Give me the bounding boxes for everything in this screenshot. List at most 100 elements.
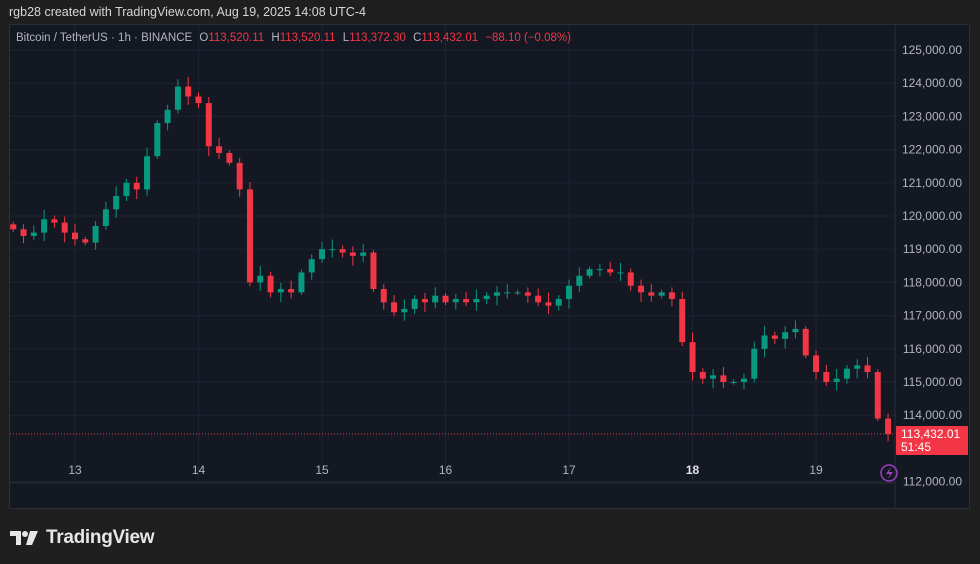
candle-body bbox=[586, 269, 593, 276]
price-tick-label: 119,000.00 bbox=[903, 242, 962, 256]
candle-body bbox=[617, 272, 624, 274]
candle-body bbox=[730, 382, 737, 383]
candle-body bbox=[370, 252, 377, 290]
candle-body bbox=[555, 299, 562, 306]
candle-body bbox=[123, 182, 130, 197]
time-tick-label: 13 bbox=[68, 463, 82, 477]
candle-body bbox=[668, 292, 675, 299]
candle-body bbox=[174, 86, 181, 110]
tradingview-logo-icon bbox=[10, 531, 38, 545]
candle-body bbox=[463, 299, 470, 303]
candle-body bbox=[421, 299, 428, 303]
candle-body bbox=[545, 302, 552, 306]
price-tick-label: 124,000.00 bbox=[902, 76, 962, 90]
candle-body bbox=[277, 289, 284, 293]
candle-body bbox=[257, 275, 264, 283]
price-tick-label: 115,000.00 bbox=[903, 375, 962, 389]
time-tick-label: 15 bbox=[315, 463, 329, 477]
candle-body bbox=[648, 292, 655, 296]
time-tick-label: 16 bbox=[439, 463, 453, 477]
candle-body bbox=[885, 418, 892, 435]
symbol-legend: Bitcoin / TetherUS · 1h · BINANCE O113,5… bbox=[16, 32, 571, 44]
chart-panel[interactable] bbox=[9, 24, 970, 509]
candle-body bbox=[30, 232, 37, 236]
price-tick-label: 123,000.00 bbox=[902, 109, 962, 123]
candle-body bbox=[576, 275, 583, 286]
candle-body bbox=[10, 224, 17, 230]
time-tick-label: 14 bbox=[192, 463, 206, 477]
tradingview-logo: TradingView bbox=[10, 527, 155, 549]
candle-body bbox=[154, 123, 161, 157]
candle-body bbox=[679, 299, 686, 343]
candle-body bbox=[144, 156, 151, 190]
price-tick-label: 125,000.00 bbox=[902, 43, 962, 57]
candle-body bbox=[380, 289, 387, 303]
candle-body bbox=[185, 86, 192, 97]
candle-body bbox=[638, 285, 645, 293]
candle-body bbox=[699, 372, 706, 379]
open-label: O bbox=[199, 32, 209, 44]
candle-body bbox=[401, 308, 408, 313]
close-label: C bbox=[413, 32, 422, 44]
lightning-bolt-icon bbox=[886, 467, 893, 479]
high-value: 113,520.11 bbox=[279, 32, 336, 44]
candle-body bbox=[267, 275, 274, 293]
candle-body bbox=[854, 365, 861, 369]
candle-body bbox=[596, 269, 603, 271]
candle-body bbox=[133, 182, 140, 190]
candle-body bbox=[349, 252, 356, 256]
candle-body bbox=[164, 109, 171, 124]
candle-body bbox=[113, 196, 120, 210]
candle-body bbox=[82, 239, 89, 243]
candle-body bbox=[452, 299, 459, 303]
time-tick-label: 17 bbox=[562, 463, 576, 477]
candle-body bbox=[236, 162, 243, 190]
candle-body bbox=[566, 285, 573, 299]
bar-countdown: 51:45 bbox=[901, 440, 931, 454]
candle-body bbox=[504, 292, 511, 294]
candle-body bbox=[689, 342, 696, 373]
price-tick-label: 121,000.00 bbox=[902, 176, 962, 190]
symbol-name[interactable]: Bitcoin / TetherUS · 1h · BINANCE bbox=[16, 32, 193, 44]
candle-body bbox=[607, 269, 614, 273]
candle-body bbox=[195, 96, 202, 104]
time-tick-label: 19 bbox=[809, 463, 823, 477]
low-label: L bbox=[342, 32, 350, 44]
candle-body bbox=[720, 375, 727, 382]
price-tick-label: 118,000.00 bbox=[903, 275, 962, 289]
candle-body bbox=[411, 299, 418, 309]
candle-body bbox=[329, 249, 336, 251]
price-tick-label: 122,000.00 bbox=[902, 143, 962, 157]
last-price-badge bbox=[896, 426, 968, 456]
candle-body bbox=[792, 328, 799, 333]
price-tick-label: 114,000.00 bbox=[903, 408, 962, 422]
credit-line: rgb28 created with TradingView.com, Aug … bbox=[9, 5, 366, 19]
price-tick-label: 117,000.00 bbox=[903, 309, 962, 323]
candle-body bbox=[92, 225, 99, 243]
candle-body bbox=[216, 146, 223, 153]
change-value: −88.10 (−0.08%) bbox=[485, 32, 571, 44]
lightning-icon bbox=[880, 464, 898, 482]
price-tick-label: 120,000.00 bbox=[902, 209, 962, 223]
candle-body bbox=[72, 232, 78, 240]
candle-body bbox=[771, 335, 778, 339]
candle-body bbox=[802, 328, 809, 356]
candle-body bbox=[535, 295, 542, 303]
candle-body bbox=[751, 348, 758, 379]
candle-body bbox=[51, 219, 58, 223]
candle-body bbox=[843, 368, 850, 379]
last-price-value: 113,432.01 bbox=[901, 427, 960, 441]
candle-body bbox=[833, 378, 840, 382]
candle-body bbox=[308, 259, 315, 273]
candle-body bbox=[102, 209, 109, 226]
candle-body bbox=[483, 295, 490, 299]
candle-body bbox=[514, 292, 521, 294]
candle-body bbox=[319, 249, 326, 260]
open-value: 113,520.11 bbox=[208, 32, 265, 44]
candle-body bbox=[627, 272, 634, 286]
candle-body bbox=[493, 292, 500, 296]
candle-body bbox=[246, 189, 253, 283]
candle-body bbox=[710, 375, 717, 379]
candle-body bbox=[391, 302, 398, 313]
